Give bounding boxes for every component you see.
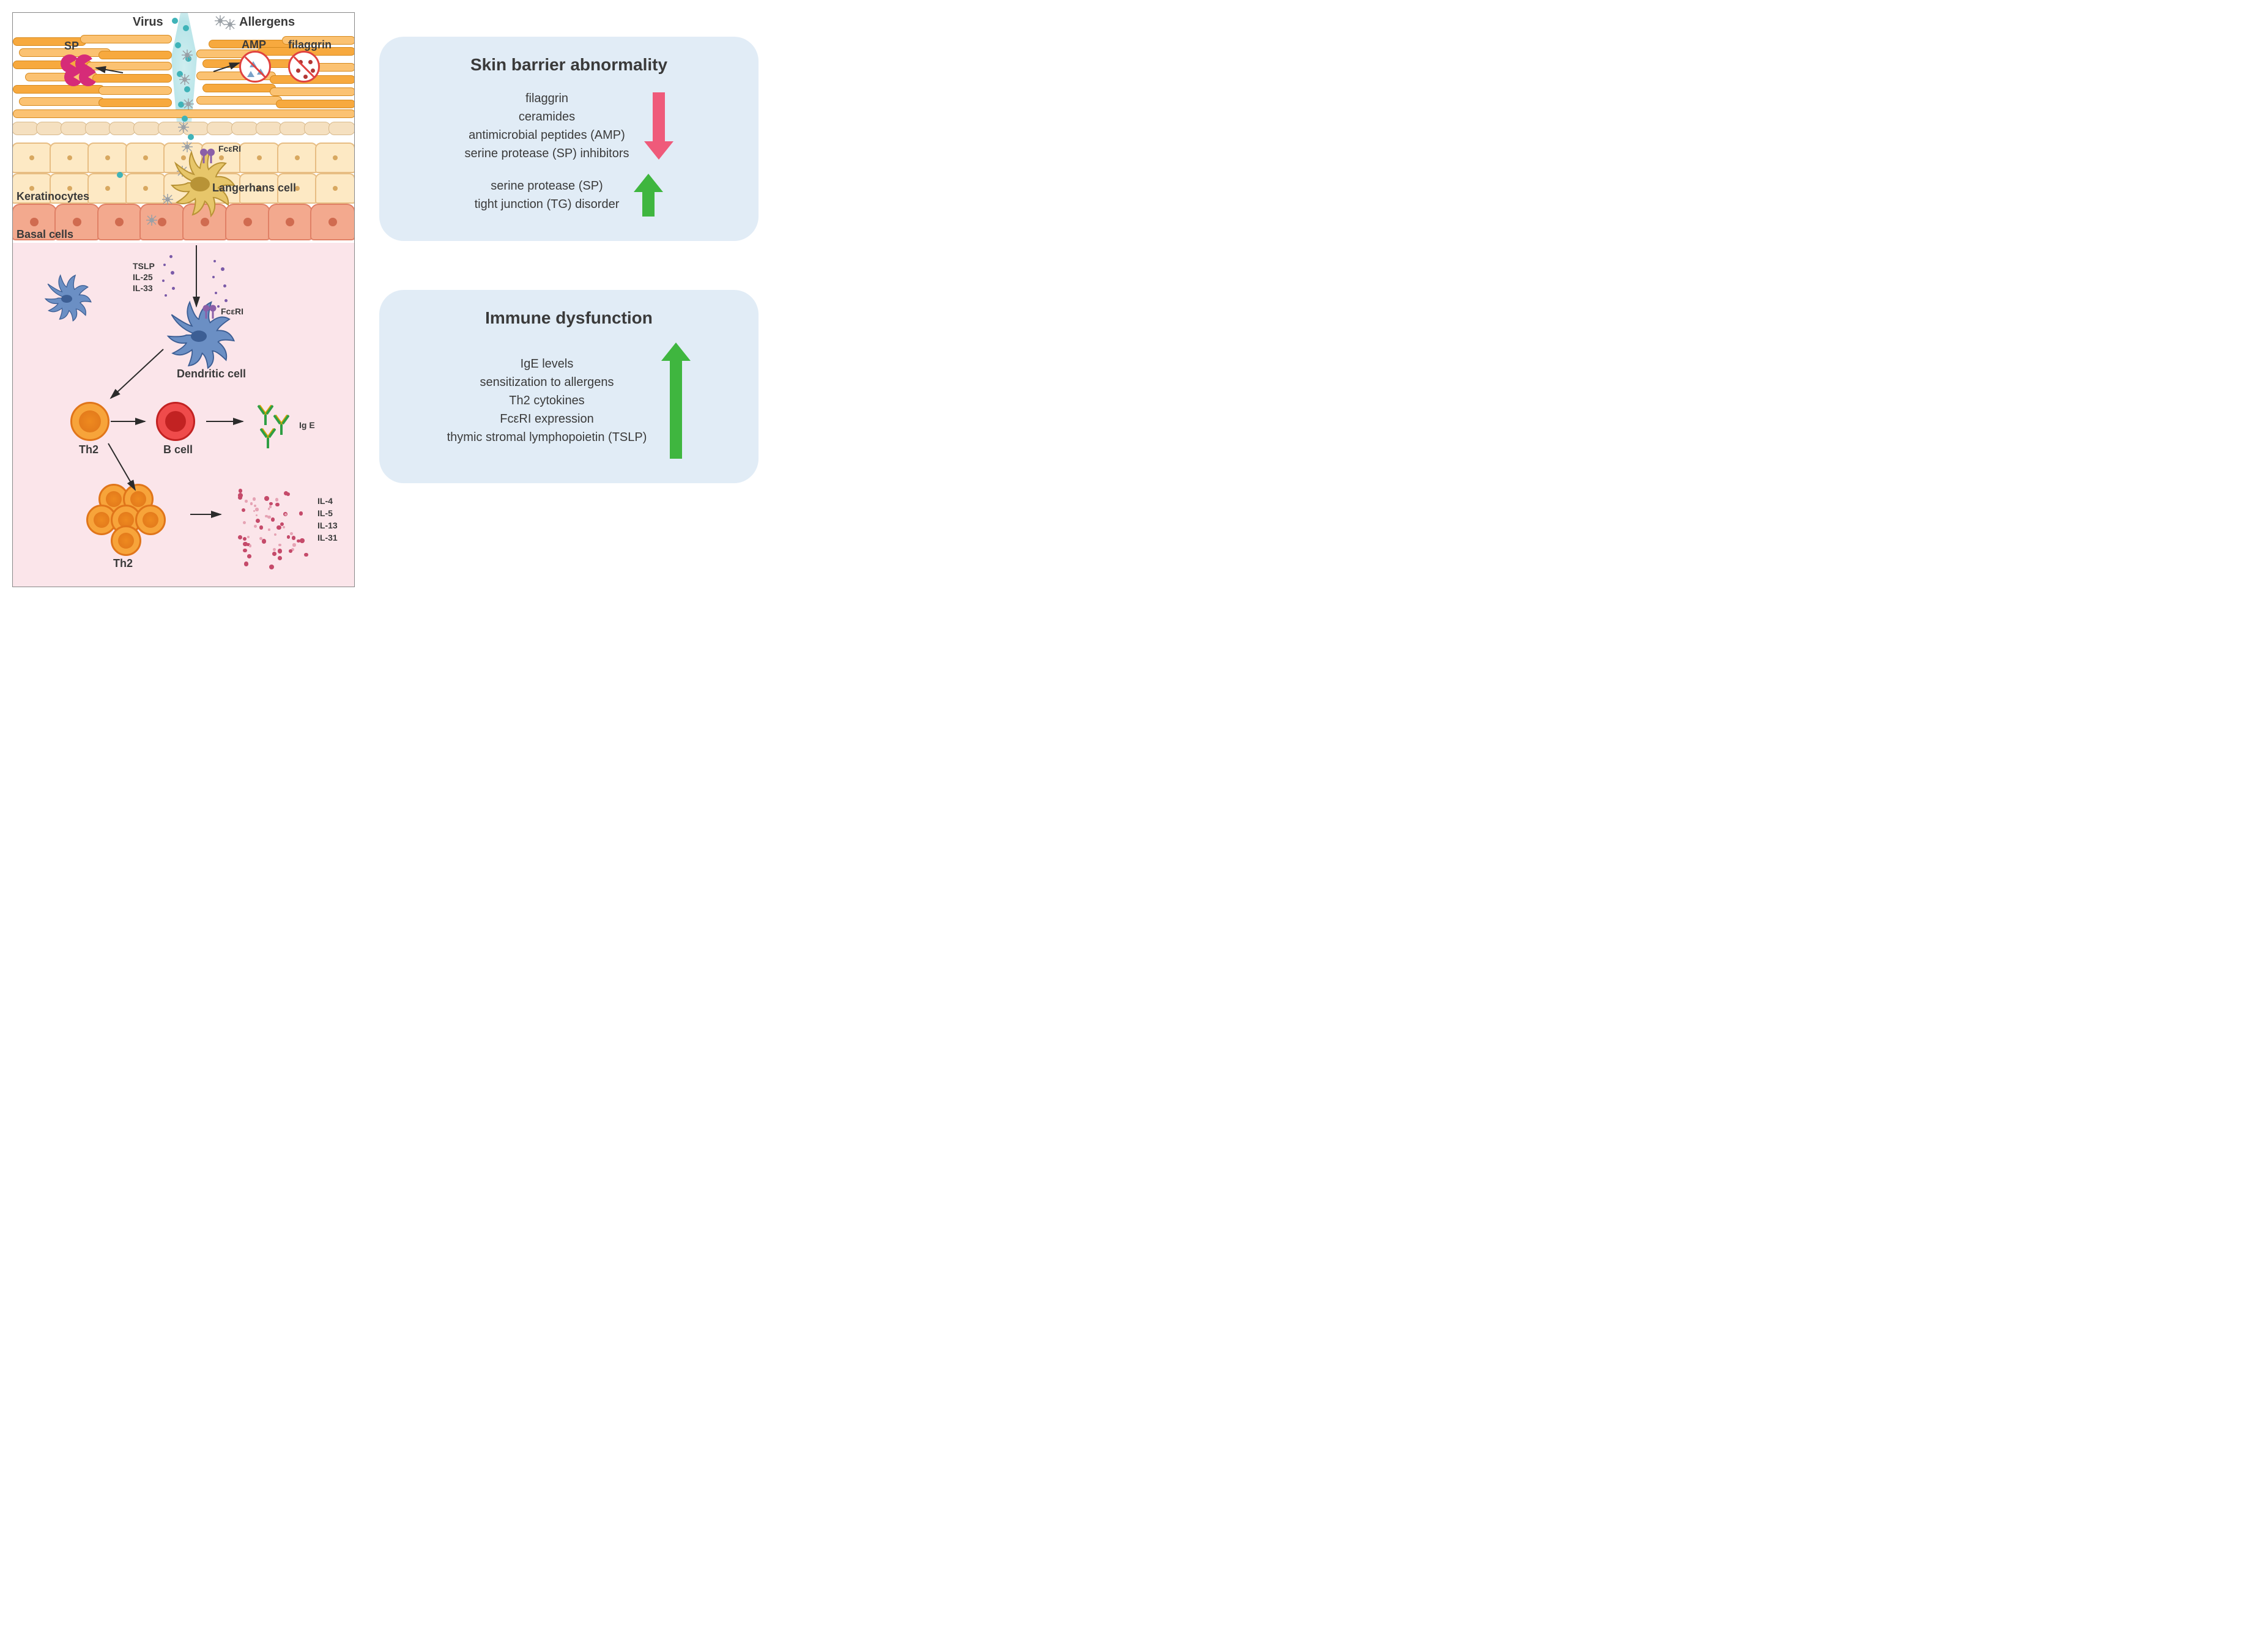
skin-diagram: Virus Allergens SP AMP filaggrin Keratin… (12, 12, 355, 587)
info-panels: Skin barrier abnormality filaggrincerami… (379, 37, 759, 483)
down-arrow-icon (644, 92, 673, 160)
up-regulated-list: serine protease (SP)tight junction (TG) … (475, 177, 620, 213)
panel-title: Skin barrier abnormality (404, 55, 734, 75)
up-regulated-list: IgE levelssensitization to allergensTh2 … (447, 355, 647, 446)
immune-dysfunction-panel: Immune dysfunction IgE levelssensitizati… (379, 290, 759, 483)
panel-title: Immune dysfunction (404, 308, 734, 328)
down-regulated-list: filaggrinceramidesantimicrobial peptides… (464, 89, 629, 163)
up-arrow-icon (634, 174, 663, 217)
arrows-overlay (13, 13, 355, 587)
skin-barrier-panel: Skin barrier abnormality filaggrincerami… (379, 37, 759, 241)
up-arrow-icon (661, 343, 691, 459)
